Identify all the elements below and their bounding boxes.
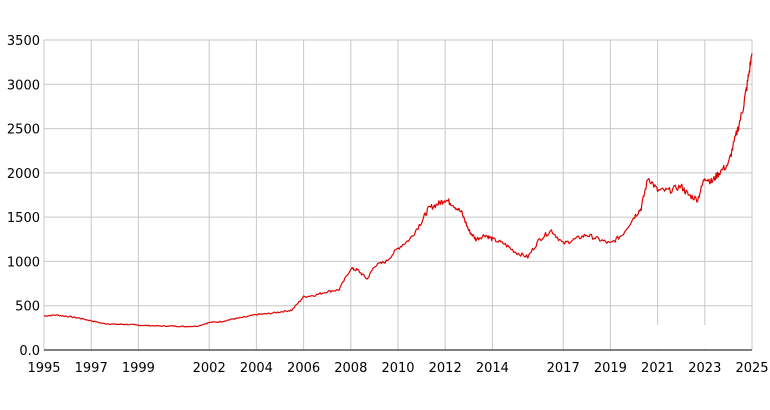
x-tick-label: 2004 — [240, 361, 273, 376]
x-tick-label: 2012 — [429, 361, 462, 376]
x-tick-label: 2023 — [688, 361, 721, 376]
y-tick-label: 3500 — [7, 34, 40, 49]
series-line — [43, 53, 753, 328]
y-tick-label: 500 — [15, 300, 40, 315]
x-tick-label: 2014 — [476, 361, 509, 376]
x-tick-label: 1999 — [122, 361, 155, 376]
series-group — [43, 53, 753, 328]
x-tick-label: 2025 — [735, 361, 768, 376]
blank-patch — [650, 325, 750, 349]
x-tick-label: 2010 — [381, 361, 414, 376]
x-tick-label: 2002 — [193, 361, 226, 376]
x-tick-label: 2019 — [594, 361, 627, 376]
y-tick-label: 0.0 — [19, 344, 40, 359]
x-tick-label: 2021 — [641, 361, 674, 376]
y-tick-label: 1500 — [7, 211, 40, 226]
y-tick-labels: 0.0 500 1000 1500 2000 2500 3000 3500 — [7, 34, 40, 359]
grid — [43, 39, 753, 351]
x-tick-label: 2017 — [547, 361, 580, 376]
x-tick-label: 2006 — [287, 361, 320, 376]
y-tick-label: 2000 — [7, 167, 40, 182]
x-tick-label: 1997 — [75, 361, 108, 376]
y-tick-label: 1000 — [7, 255, 40, 270]
x-tick-label: 1995 — [27, 361, 60, 376]
x-tick-label: 2008 — [334, 361, 367, 376]
y-tick-label: 2500 — [7, 123, 40, 138]
x-tick-labels: 1995 1997 1999 2002 2004 2006 2008 2010 2012 2014… — [27, 361, 768, 376]
y-tick-label: 3000 — [7, 78, 40, 93]
